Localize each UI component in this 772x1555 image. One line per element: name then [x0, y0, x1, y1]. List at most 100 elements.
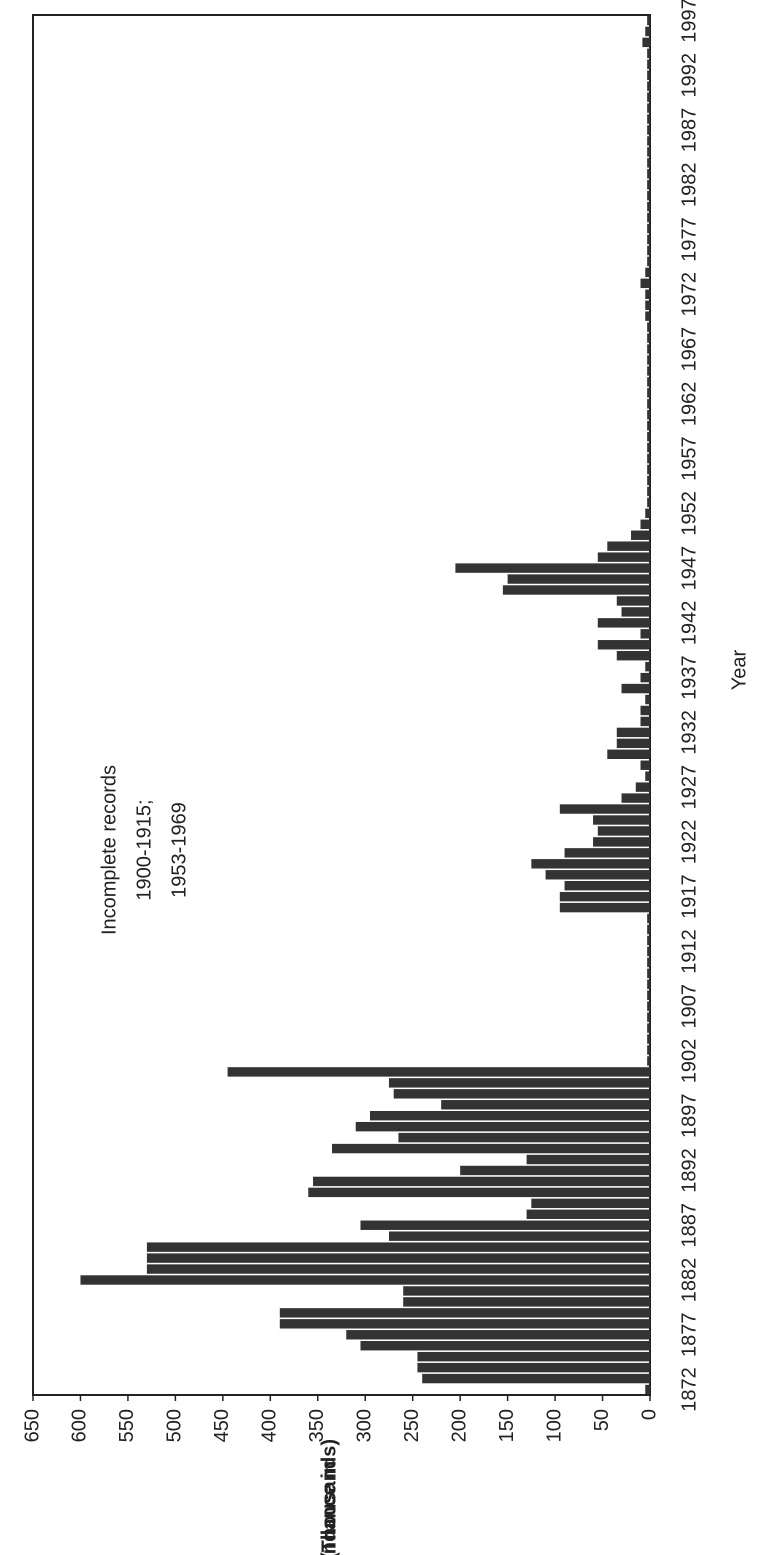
- x-tick-label: 1967: [678, 327, 700, 372]
- bar: [647, 48, 650, 59]
- bar: [645, 289, 650, 299]
- y-tick-label: 500: [164, 1409, 186, 1442]
- x-tick-label: 1957: [678, 436, 700, 481]
- x-tick-label: 1962: [678, 382, 700, 427]
- bar: [647, 990, 650, 1000]
- bar: [645, 26, 650, 37]
- bar: [313, 1176, 650, 1187]
- bar: [647, 388, 650, 398]
- x-axis-title: Year: [728, 649, 750, 690]
- bar: [640, 278, 650, 289]
- bar: [146, 1253, 651, 1263]
- y-tick-label: 150: [496, 1409, 518, 1442]
- y-axis-title: Abundance in: [318, 1461, 340, 1555]
- x-tick-label: 1872: [678, 1367, 700, 1412]
- bar: [559, 804, 650, 814]
- bar: [531, 859, 650, 869]
- bar: [647, 169, 650, 179]
- y-tick-label: 100: [543, 1409, 565, 1442]
- bar: [593, 837, 650, 847]
- y-tick-label: 200: [448, 1409, 470, 1442]
- x-tick-label: 1892: [678, 1148, 700, 1193]
- bar: [80, 1275, 650, 1285]
- bar: [647, 158, 650, 168]
- x-tick-label: 1917: [678, 874, 700, 919]
- bar: [526, 1154, 650, 1165]
- bar: [647, 1001, 650, 1011]
- bar: [640, 629, 650, 639]
- x-tick-label: 1907: [678, 984, 700, 1028]
- x-tick-label: 1887: [678, 1203, 700, 1248]
- x-tick-label: 1987: [678, 108, 700, 153]
- bar: [645, 311, 650, 321]
- bar: [227, 1067, 650, 1077]
- bar: [526, 1209, 650, 1219]
- x-tick-label: 1882: [678, 1258, 700, 1303]
- annotation: Incomplete records: [98, 765, 120, 935]
- bar: [647, 1045, 650, 1055]
- bar: [647, 377, 650, 387]
- y-tick-label: 650: [21, 1409, 43, 1442]
- bar: [422, 1373, 650, 1384]
- bar: [593, 815, 650, 825]
- y-tick-label: 400: [259, 1409, 281, 1442]
- bar: [647, 924, 650, 935]
- bar: [403, 1286, 651, 1296]
- bar: [645, 771, 650, 781]
- bar: [647, 486, 650, 497]
- bar: [355, 1121, 650, 1132]
- x-tick-label: 1937: [678, 655, 700, 700]
- bar: [647, 180, 650, 190]
- bar: [647, 103, 650, 113]
- bar: [645, 300, 650, 310]
- bar: [564, 881, 650, 891]
- bar: [621, 607, 650, 617]
- bar: [647, 81, 650, 91]
- bar: [146, 1242, 651, 1252]
- bar: [616, 727, 650, 738]
- bar: [507, 574, 650, 584]
- bar: [647, 366, 650, 376]
- bar: [640, 672, 650, 683]
- bar: [417, 1351, 651, 1362]
- y-tick-label: 450: [211, 1409, 233, 1442]
- y-tick-label: 350: [306, 1409, 328, 1442]
- x-tick-label: 1912: [678, 929, 700, 974]
- bar: [441, 1100, 650, 1110]
- bar: [559, 902, 650, 913]
- x-tick-label: 1932: [678, 710, 700, 755]
- bar: [393, 1089, 650, 1099]
- bar: [559, 891, 650, 902]
- bar: [647, 453, 650, 464]
- bar: [545, 870, 650, 880]
- x-tick-label: 1982: [678, 163, 700, 208]
- bar: [647, 136, 650, 146]
- x-tick-label: 1947: [678, 546, 700, 591]
- x-tick-label: 1992: [678, 53, 700, 98]
- bar: [616, 651, 650, 661]
- bar: [403, 1297, 651, 1307]
- bar: [279, 1308, 650, 1318]
- rotated-chart: Incomplete records 1900-1915; 1953-1969 …: [21, 0, 750, 1555]
- bar: [645, 1384, 650, 1395]
- x-tick-label: 1952: [678, 491, 700, 536]
- x-tick-label: 1897: [678, 1093, 700, 1138]
- bar: [647, 979, 650, 989]
- bar: [597, 640, 650, 650]
- bar: [388, 1078, 650, 1088]
- bar: [642, 37, 650, 48]
- bar: [564, 848, 650, 858]
- bar: [631, 530, 650, 540]
- x-tick-label: 1927: [678, 765, 700, 810]
- annotation: 1900-1915;: [133, 799, 155, 900]
- bar: [647, 1034, 650, 1044]
- bar: [455, 563, 650, 573]
- x-tick-label: 1922: [678, 820, 700, 865]
- bar: [640, 716, 650, 727]
- bar: [647, 92, 650, 102]
- bar: [531, 1198, 650, 1209]
- bar: [647, 475, 650, 486]
- bar: [647, 399, 650, 409]
- bar: [640, 760, 650, 770]
